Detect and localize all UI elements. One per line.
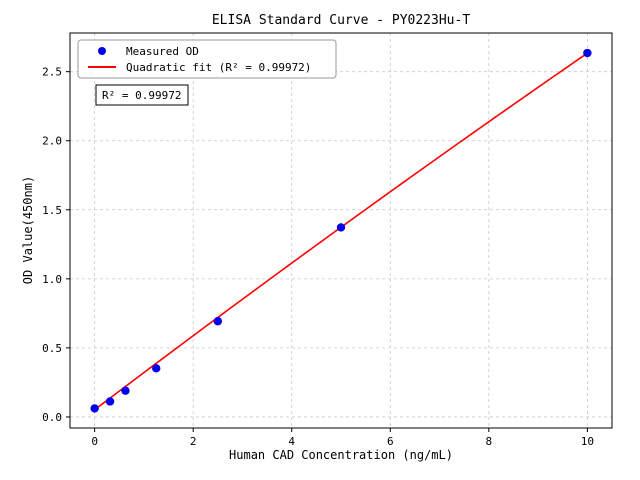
annotation-box [95,84,189,106]
y-tick-label: 2.0 [42,135,62,148]
x-tick-label: 4 [288,435,295,448]
y-tick-label: 0.0 [42,411,62,424]
y-tick-label: 1.0 [42,273,62,286]
y-axis-ticks: 0.0 0.5 1.0 1.5 2.0 2.5 [42,66,70,424]
data-point [152,364,161,373]
measured-od-points [90,48,592,413]
legend-marker-measured-od [98,47,106,55]
legend-box [77,39,337,79]
data-point [336,223,346,232]
y-tick-label: 2.5 [42,66,62,79]
x-axis-label: Human CAD Concentration (ng/mL) [229,448,453,462]
legend-label-measured-od: Measured OD [126,45,199,58]
data-point [90,404,99,413]
y-axis-label: OD Value(450nm) [21,176,35,284]
annotation-text: R² = 0.99972 [102,89,181,102]
y-tick-label: 1.5 [42,204,62,217]
chart-title: ELISA Standard Curve - PY0223Hu-T [212,13,470,28]
x-axis-ticks: 0 2 4 6 8 10 [91,428,594,448]
data-point [583,48,592,58]
data-point [213,317,223,326]
r-squared-annotation: R² = 0.99972 [95,84,189,106]
grid-lines-horizontal [70,71,612,418]
x-tick-label: 0 [91,435,98,448]
x-tick-label: 6 [387,435,394,448]
data-point [105,397,115,406]
legend: Measured OD Quadratic fit (R² = 0.99972) [77,39,337,79]
data-point [121,386,130,395]
x-tick-label: 10 [581,435,594,448]
legend-label-quadratic-fit: Quadratic fit (R² = 0.99972) [126,61,311,74]
x-tick-label: 2 [190,435,197,448]
plot-border [69,32,613,429]
x-tick-label: 8 [486,435,493,448]
y-tick-label: 0.5 [42,342,62,355]
